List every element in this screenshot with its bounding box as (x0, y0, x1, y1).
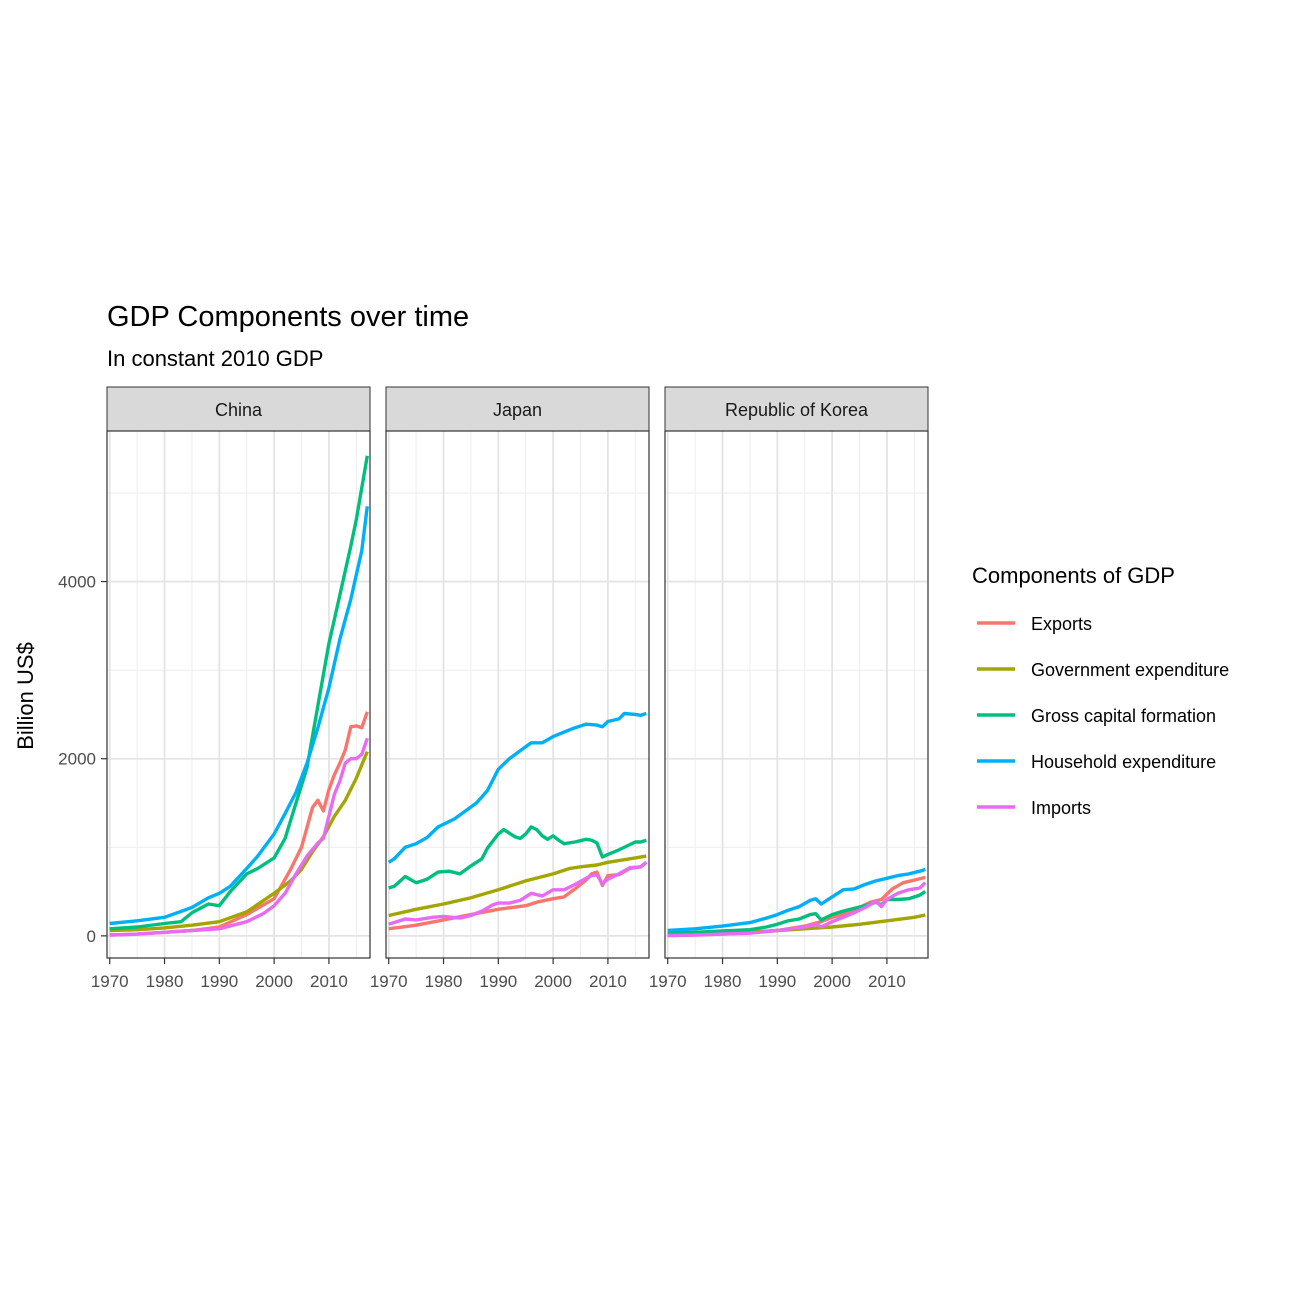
panel-japan: Japan 1970 1980 1990 2000 2010 (370, 386, 650, 991)
panel-china: China 1970 1980 1990 2000 2010 0 2000 4000 (58, 386, 371, 991)
x-tick-label: 2010 (310, 972, 348, 991)
legend-item-household-expenditure: Household expenditure (977, 752, 1216, 772)
legend-item-exports: Exports (977, 614, 1092, 634)
panel-republic-of-korea: Republic of Korea 1970 1980 1990 2000 2010 (649, 386, 929, 991)
legend-title: Components of GDP (972, 563, 1175, 588)
strip-background (106, 386, 371, 432)
x-tick-label: 1970 (91, 972, 129, 991)
panel-border (385, 430, 650, 959)
strip-background (385, 386, 650, 432)
x-tick-label: 2010 (589, 972, 627, 991)
series-line-imports-japan (388, 860, 648, 926)
x-tick-label: 1980 (704, 972, 742, 991)
series-line-government-expenditure-japan (388, 854, 647, 918)
x-tick-label: 1980 (146, 972, 184, 991)
chart-subtitle: In constant 2010 GDP (107, 346, 323, 371)
x-tick-label: 1990 (200, 972, 238, 991)
y-tick-label: 0 (87, 927, 96, 946)
x-tick-label: 2000 (534, 972, 572, 991)
legend-label-gross-capital-formation: Gross capital formation (1031, 706, 1216, 726)
legend-label-exports: Exports (1031, 614, 1092, 634)
chart-title: GDP Components over time (107, 301, 469, 333)
x-tick-label: 2000 (255, 972, 293, 991)
legend-item-imports: Imports (977, 798, 1091, 818)
y-axis: 0 2000 4000 (58, 573, 107, 946)
series-line-gross-capital-formation-china (109, 455, 369, 931)
x-axis: 1970 1980 1990 2000 2010 (649, 958, 906, 991)
y-axis-title: Billion US$ (13, 642, 38, 750)
series-line-imports-republic-of-korea (667, 881, 927, 938)
series-lines (109, 455, 369, 937)
x-tick-label: 1980 (425, 972, 463, 991)
series-line-gross-capital-formation-japan (388, 825, 647, 890)
series-line-household-expenditure-republic-of-korea (667, 867, 926, 933)
grid-lines (386, 431, 649, 958)
y-tick-label: 2000 (58, 750, 96, 769)
legend-label-government-expenditure: Government expenditure (1031, 660, 1229, 680)
panel-background (665, 431, 928, 958)
legend-items: Exports Government expenditure Gross capit… (977, 614, 1229, 818)
series-lines (667, 867, 927, 938)
strip-label: Japan (493, 400, 542, 420)
x-tick-label: 2010 (868, 972, 906, 991)
x-axis: 1970 1980 1990 2000 2010 (370, 958, 627, 991)
x-tick-label: 1970 (370, 972, 408, 991)
series-line-gross-capital-formation-republic-of-korea (667, 890, 927, 935)
x-tick-label: 1970 (649, 972, 687, 991)
legend: Components of GDP Exports Government expe… (972, 563, 1229, 818)
panel-border (106, 430, 371, 959)
legend-label-household-expenditure: Household expenditure (1031, 752, 1216, 772)
x-tick-label: 1990 (479, 972, 517, 991)
y-tick-label: 4000 (58, 573, 96, 592)
strip-label: China (215, 400, 263, 420)
legend-item-government-expenditure: Government expenditure (977, 660, 1229, 680)
x-tick-label: 2000 (813, 972, 851, 991)
legend-item-gross-capital-formation: Gross capital formation (977, 706, 1216, 726)
strip-label: Republic of Korea (725, 400, 869, 420)
x-axis: 1970 1980 1990 2000 2010 (91, 958, 348, 991)
series-lines (387, 711, 648, 931)
panel-border (664, 430, 929, 959)
strip-background (664, 386, 929, 432)
facet-panels: China 1970 1980 1990 2000 2010 0 2000 4000 Japan 1… (58, 386, 929, 991)
legend-label-imports: Imports (1031, 798, 1091, 818)
series-line-imports-china (109, 737, 369, 937)
series-line-household-expenditure-japan (387, 711, 647, 864)
grid-lines (665, 431, 928, 958)
series-line-household-expenditure-china (109, 506, 369, 926)
x-tick-label: 1990 (758, 972, 796, 991)
panel-background (386, 431, 649, 958)
